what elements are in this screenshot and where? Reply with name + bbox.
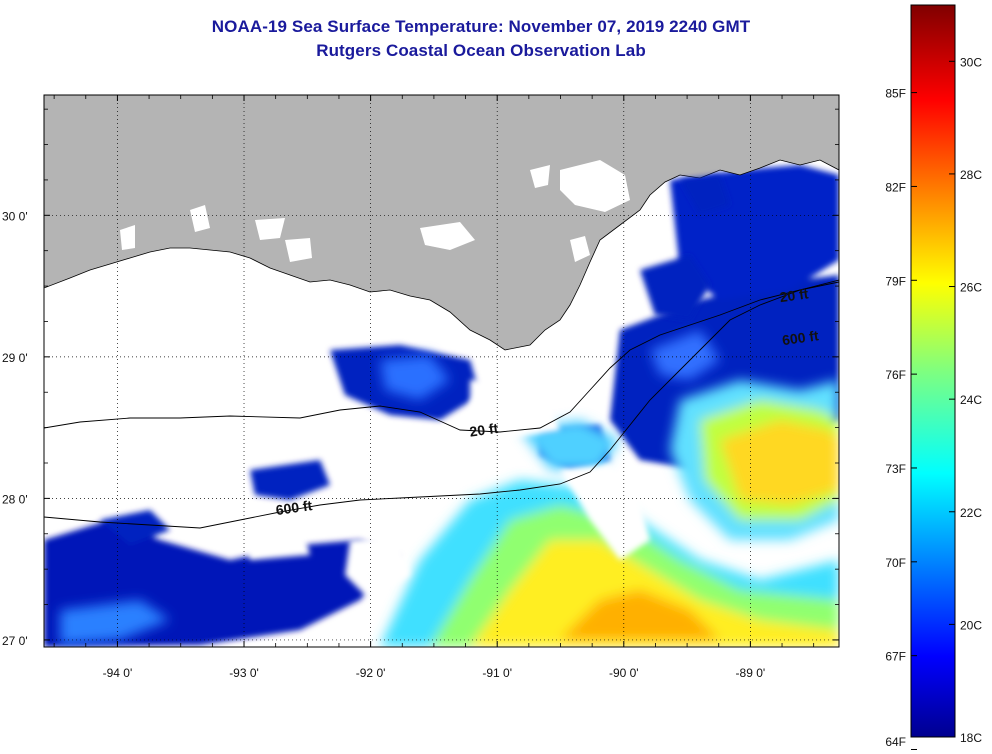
contour-label: 20 ft xyxy=(779,285,810,305)
colorbar-c-label: 24C xyxy=(960,393,982,407)
contour-label: 600 ft xyxy=(275,497,314,518)
lat-tick-label: 27 0' xyxy=(2,634,28,648)
colorbar-gradient xyxy=(910,4,956,738)
lon-tick-label: -94 0' xyxy=(103,666,133,680)
colorbar-fahrenheit-labels: 64F 67F 70F 73F 76F 79F 82F 85F xyxy=(885,87,917,751)
map-frame xyxy=(43,94,840,648)
colorbar-celsius-labels: 18C 20C 22C 24C 26C 28C 30C xyxy=(949,55,982,745)
colorbar-f-label: 82F xyxy=(885,180,906,194)
colorbar-c-label: 22C xyxy=(960,506,982,520)
colorbar-f-label: 79F xyxy=(885,274,906,288)
colorbar-c-label: 26C xyxy=(960,281,982,295)
title-line-2: Rutgers Coastal Ocean Observation Lab xyxy=(316,41,646,60)
title-line-1: NOAA-19 Sea Surface Temperature: Novembe… xyxy=(211,17,751,36)
longitude-axis: -94 0' -93 0' -92 0' -91 0' -90 0' -89 0' xyxy=(53,95,815,680)
colorbar-f-label: 70F xyxy=(885,556,906,570)
lon-tick-label: -93 0' xyxy=(229,666,259,680)
colorbar-c-label: 28C xyxy=(960,168,982,182)
latitude-axis: 27 0' 28 0' 29 0' 30 0' xyxy=(2,108,839,648)
lon-tick-label: -90 0' xyxy=(609,666,639,680)
lon-tick-label: -91 0' xyxy=(482,666,512,680)
colorbar-c-label: 30C xyxy=(960,55,982,69)
colorbar-f-label: 67F xyxy=(885,650,906,664)
map-area: 20 ft 600 ft 600 ft 20 ft xyxy=(44,95,839,647)
inland-lakes xyxy=(120,160,630,262)
lat-tick-label: 29 0' xyxy=(2,351,28,365)
map-grid xyxy=(44,95,839,647)
land-mass xyxy=(44,95,839,351)
colorbar-c-label: 20C xyxy=(960,618,982,632)
colorbar-f-label: 85F xyxy=(885,87,906,101)
bathymetry-contours xyxy=(44,279,839,529)
contour-label: 20 ft xyxy=(468,420,499,440)
contour-labels: 20 ft 600 ft 600 ft 20 ft xyxy=(275,285,820,518)
colorbar-f-label: 76F xyxy=(885,368,906,382)
colorbar-c-label: 18C xyxy=(960,731,982,745)
sst-field xyxy=(44,165,839,647)
lon-tick-label: -92 0' xyxy=(356,666,386,680)
lon-tick-label: -89 0' xyxy=(736,666,766,680)
colorbar-f-label: 64F xyxy=(885,735,906,749)
colorbar-f-label: 73F xyxy=(885,462,906,476)
contour-label: 600 ft xyxy=(781,327,820,348)
lat-tick-label: 28 0' xyxy=(2,492,28,506)
lat-tick-label: 30 0' xyxy=(2,209,28,223)
temperature-colorbar: 64F 67F 70F 73F 76F 79F 82F 85F 18C 20C 22C 24C 26C… xyxy=(885,4,982,751)
